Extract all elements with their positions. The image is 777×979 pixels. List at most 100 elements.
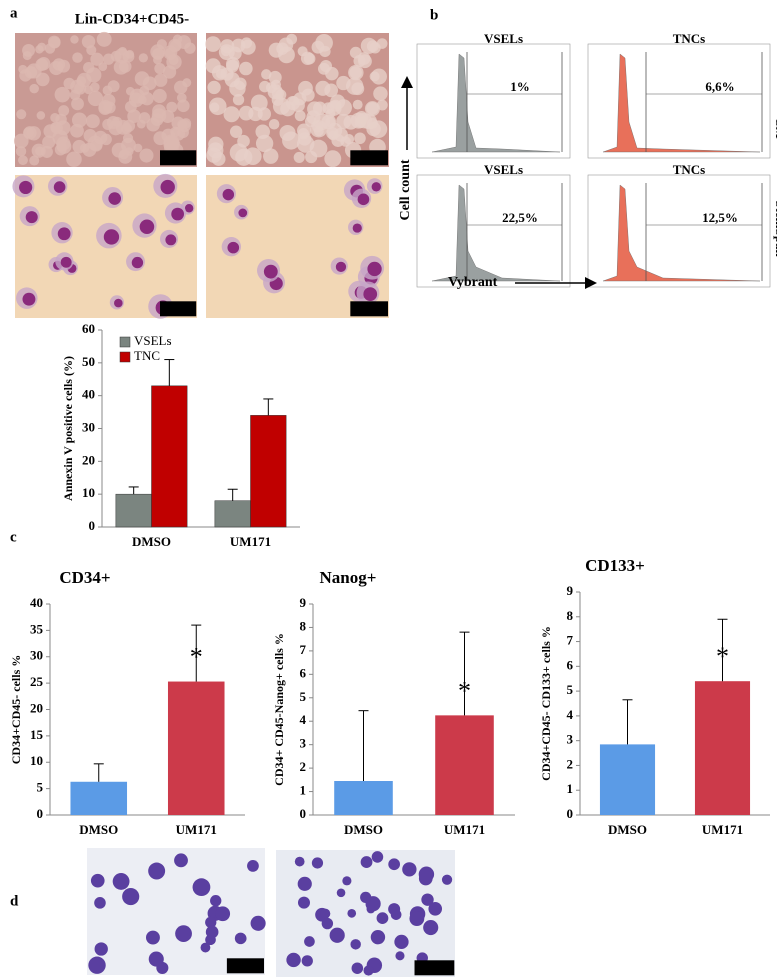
cell	[297, 46, 308, 57]
cell	[239, 61, 253, 76]
cell	[156, 39, 167, 50]
y-tick-label: 4	[300, 712, 307, 727]
cell	[56, 139, 72, 154]
image-label: UM171	[353, 152, 385, 163]
cell	[154, 62, 166, 75]
nucleus	[57, 227, 71, 241]
cell	[276, 42, 289, 55]
cell	[151, 108, 167, 123]
cell	[127, 109, 141, 124]
nucleus	[388, 858, 400, 871]
cell	[29, 155, 40, 166]
nucleus	[335, 261, 347, 273]
nucleus	[210, 895, 222, 907]
cell	[98, 101, 112, 116]
cell	[69, 89, 81, 101]
cell	[70, 35, 79, 44]
x-tick-label: DMSO	[132, 534, 171, 549]
nucleus	[360, 856, 373, 868]
error-bar	[191, 624, 202, 682]
panel-label: d	[10, 893, 19, 909]
x-tick-label: DMSO	[79, 822, 118, 837]
panel-label: c	[10, 529, 17, 545]
y-tick-label: 20	[82, 452, 95, 467]
flow-plot	[416, 174, 571, 288]
cell	[286, 33, 298, 45]
error-bar	[358, 710, 369, 782]
flow-plot-title: TNCs	[673, 31, 706, 46]
cell	[29, 83, 39, 94]
nucleus	[402, 862, 417, 877]
cell	[263, 148, 279, 164]
cell	[223, 106, 240, 123]
bar	[599, 744, 656, 815]
cell	[110, 50, 122, 62]
nucleus	[390, 909, 402, 920]
nucleus	[367, 261, 382, 277]
histogram	[602, 53, 761, 153]
bar	[70, 781, 128, 815]
nucleus	[94, 942, 108, 956]
cell	[285, 96, 301, 111]
cell	[16, 109, 27, 120]
cell	[47, 35, 61, 49]
cell	[166, 101, 178, 113]
nucleus	[103, 229, 120, 245]
image-label: Nanog+	[418, 962, 452, 973]
nucleus	[90, 873, 105, 888]
cell	[229, 125, 243, 138]
flow-plot	[587, 43, 771, 159]
y-tick-label: 8	[300, 618, 307, 633]
cell	[182, 78, 192, 88]
cell	[107, 80, 120, 93]
cell	[229, 80, 246, 97]
micrograph	[87, 848, 265, 975]
flow-plot	[587, 174, 771, 288]
y-tick-label: 20	[30, 700, 43, 715]
nucleus	[363, 287, 378, 301]
y-axis-label: Annexin V positive cells (%)	[61, 356, 75, 501]
y-tick-label: 6	[567, 657, 574, 672]
nucleus	[394, 934, 409, 950]
nucleus	[301, 955, 313, 967]
cell	[354, 132, 366, 145]
y-tick-label: 7	[567, 633, 574, 648]
nucleus	[205, 916, 217, 929]
nucleus	[145, 930, 160, 945]
panel-label: a	[10, 5, 18, 21]
chart-title: CD34+	[59, 568, 110, 587]
nucleus	[351, 962, 364, 974]
error-bar	[164, 359, 175, 386]
nucleus	[395, 951, 405, 961]
cell	[238, 105, 254, 121]
x-tick-label: UM171	[444, 822, 485, 837]
cell	[23, 127, 34, 139]
cell	[93, 130, 108, 145]
bar	[435, 715, 494, 815]
cell	[259, 80, 271, 93]
y-tick-label: 60	[82, 321, 95, 336]
annotation: *	[190, 643, 203, 672]
cell	[55, 113, 67, 126]
cell	[96, 31, 112, 47]
y-tick-label: 0	[37, 806, 44, 821]
cell	[81, 34, 96, 49]
nucleus	[371, 851, 384, 863]
y-tick-label: 5	[37, 780, 44, 795]
image-label-box	[414, 960, 455, 976]
image-label: DMSO	[163, 152, 193, 163]
nucleus	[205, 925, 219, 939]
error-bar	[128, 486, 139, 495]
flow-plot-value: 1%	[510, 79, 530, 94]
nucleus	[329, 927, 345, 943]
flow-plot-title: TNCs	[673, 162, 706, 177]
nucleus	[441, 874, 453, 885]
nucleus	[376, 912, 389, 925]
arrow-head	[585, 277, 597, 289]
image-label: DMSO	[163, 303, 193, 314]
cell	[162, 65, 177, 79]
panel-label: b	[430, 7, 438, 23]
nucleus	[108, 192, 121, 205]
y-tick-label: 15	[30, 727, 44, 742]
flow-plot-title: VSELs	[484, 31, 523, 46]
